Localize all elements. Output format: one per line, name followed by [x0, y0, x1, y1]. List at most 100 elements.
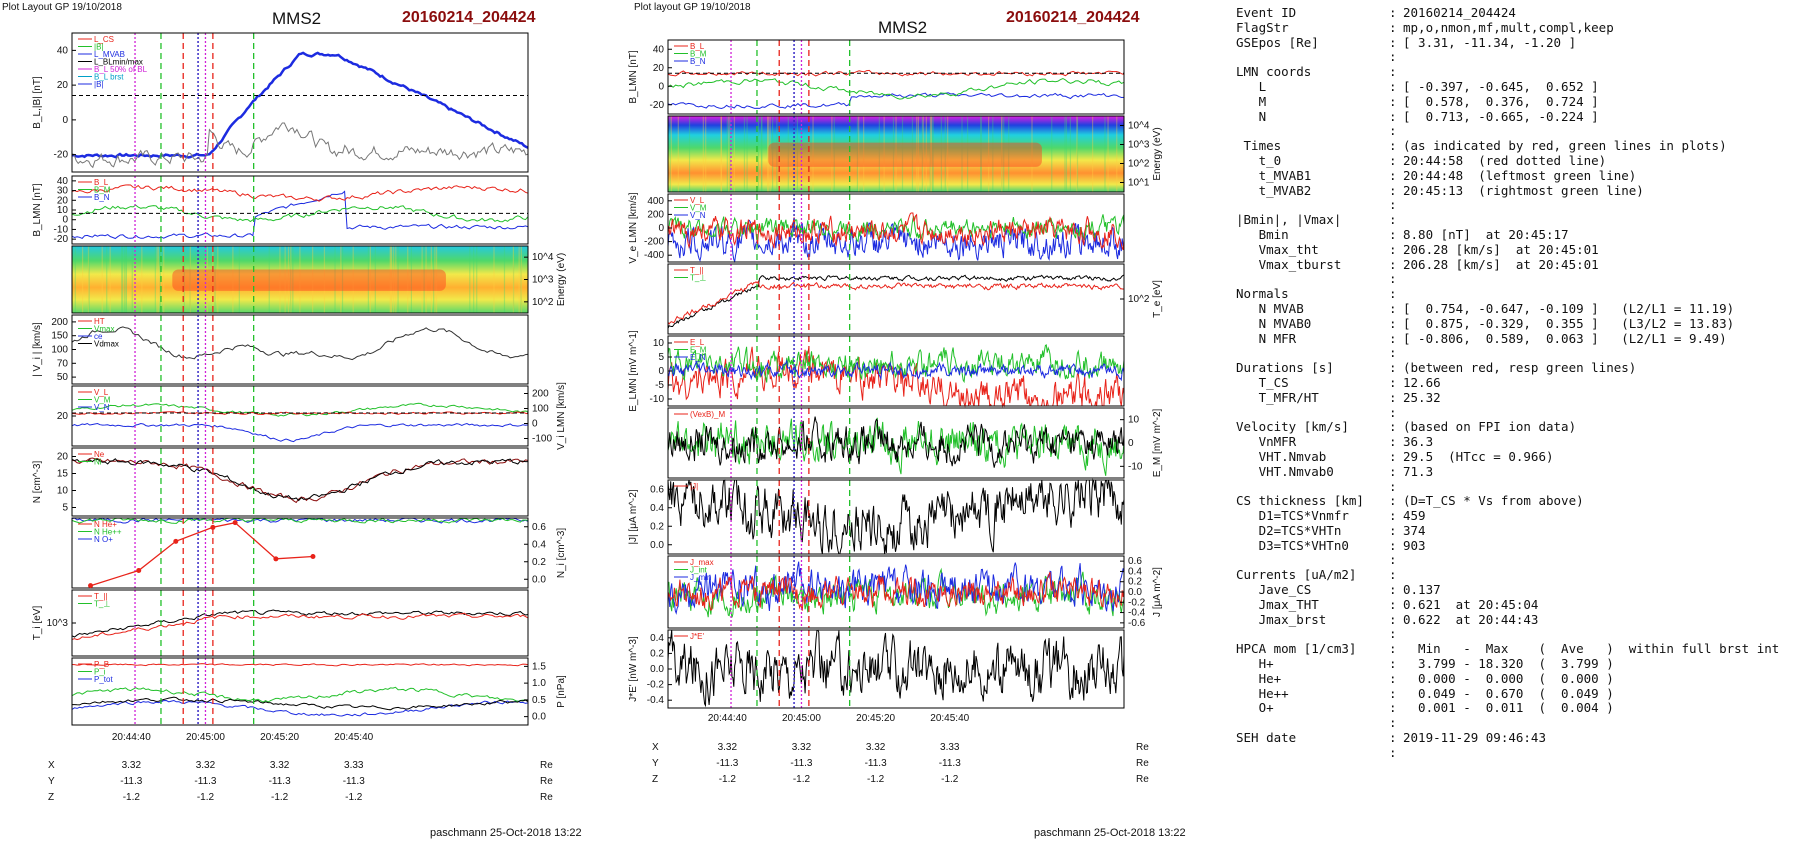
info-colon: : — [1389, 522, 1397, 538]
coord-value: -1.2 — [793, 774, 811, 785]
tick-label: 0.2 — [650, 521, 664, 532]
info-label: D1=TCS*Vnmfr — [1236, 508, 1349, 524]
coord-value: -11.3 — [194, 776, 216, 787]
tick-label: -20 — [54, 234, 69, 245]
series-line-2 — [667, 571, 1125, 612]
tick-label: -0.2 — [647, 680, 665, 691]
info-row: t_MVAB2:20:45:13 (rightmost green line) — [1236, 182, 1796, 199]
info-row: Jmax_brst:0.622 at 20:44:43 — [1236, 611, 1796, 628]
legend-label: |J| — [690, 482, 698, 491]
tick-label: -0.4 — [647, 695, 665, 706]
info-value — [1403, 568, 1796, 583]
legend-label: T_⊥ — [94, 600, 110, 609]
info-row: VnMFR:36.3 — [1236, 434, 1796, 450]
info-label: t_MVAB2 — [1236, 182, 1312, 198]
info-row: T_MFR/HT:25.32 — [1236, 390, 1796, 406]
tick-label: 0.2 — [532, 557, 546, 568]
x-tick-label: 20:45:00 — [782, 713, 821, 724]
info-label: VHT.Nmvab0 — [1236, 463, 1334, 479]
legend-label: P_tot — [94, 675, 113, 684]
tick-label: 20 — [57, 195, 69, 206]
spectrogram — [668, 116, 1124, 192]
tick-label: 10^2 — [532, 297, 554, 308]
info-value: 903 — [1403, 537, 1426, 553]
tick-label: 10^3 — [532, 275, 554, 286]
info-row: Currents [uA/m2]: — [1236, 567, 1796, 583]
info-row: t_MVAB1:20:44:48 (leftmost green line) — [1236, 168, 1796, 184]
tick-label: 0 — [62, 115, 68, 126]
tick-label: 5 — [658, 352, 664, 363]
info-row: SEH date:2019-11-29 09:46:43 — [1236, 730, 1796, 746]
coord-label: Y — [48, 776, 55, 787]
series-line-2 — [667, 212, 1125, 251]
axis-label: B_LMN [nT] — [32, 183, 43, 237]
info-value: 20160214_204424 — [1403, 5, 1516, 20]
info-row: Velocity [km/s]: (based on FPI ion data) — [1236, 420, 1796, 435]
info-row: HPCA mom [1/cm3]: Min - Max ( Ave ) with… — [1236, 641, 1796, 657]
info-colon: : — [1389, 641, 1397, 657]
coord-value: -1.2 — [345, 792, 363, 803]
panel-frame — [71, 175, 529, 245]
series-line-0 — [71, 609, 529, 638]
tick-label: 100 — [51, 345, 68, 356]
info-row: M: [ 0.578, 0.376, 0.724 ] — [1236, 94, 1796, 110]
series-line-0 — [667, 274, 1125, 329]
tick-label: 0 — [658, 366, 664, 377]
info-value: (D=T_CS * Vs from above) — [1403, 493, 1584, 509]
info-colon: : — [1389, 463, 1397, 479]
coord-value: -11.3 — [269, 776, 291, 787]
info-row: FlagStr: mp,o,nmon,mf,mult,compl,keep — [1236, 20, 1796, 36]
info-row: T_CS:12.66 — [1236, 375, 1796, 391]
info-colon: : — [1389, 152, 1397, 168]
series-line-1 — [71, 612, 529, 641]
legend-label: E_N — [690, 353, 706, 362]
info-colon: : — [1389, 123, 1397, 139]
series-line-1 — [667, 280, 1125, 325]
axis-label: | V_i | [km/s] — [32, 322, 43, 377]
x-tick-label: 20:45:00 — [186, 732, 225, 743]
panel-frame — [71, 32, 529, 173]
info-colon: : — [1389, 582, 1397, 598]
tick-label: 40 — [57, 45, 69, 56]
series-line-2 — [71, 411, 529, 416]
info-colon: : — [1389, 182, 1397, 198]
info-colon: : — [1389, 5, 1397, 20]
legend-label: V_N — [94, 403, 110, 412]
panel-frame — [71, 657, 529, 726]
axis-label: B_LMN [nT] — [628, 50, 639, 104]
info-colon: : — [1389, 226, 1397, 242]
info-value — [1403, 65, 1796, 80]
info-label: Jmax_brst — [1236, 611, 1327, 627]
axis-label: N [cm^-3] — [32, 461, 43, 504]
legend-label: J_max — [690, 558, 714, 567]
info-row: : — [1236, 745, 1796, 761]
info-colon: : — [1389, 404, 1397, 420]
tick-label: -200 — [644, 237, 664, 248]
info-colon: : — [1389, 611, 1397, 627]
info-value: [ 0.754, -0.647, -0.109 ] (L2/L1 = 11.19… — [1403, 300, 1735, 316]
series-line-1 — [71, 402, 529, 417]
axis-label: E_LMN [mV m^-1] — [628, 330, 639, 412]
info-value — [1403, 480, 1796, 495]
tick-label: 0 — [532, 419, 538, 430]
info-row: Durations [s]: (between red, resp green l… — [1236, 360, 1796, 376]
info-label: VHT.Nmvab — [1236, 448, 1327, 464]
series-line-0 — [71, 457, 529, 504]
axis-label: B_L,|B| [nT] — [32, 76, 43, 129]
info-colon: : — [1389, 64, 1397, 80]
info-row: H+: 3.799 - 18.320 ( 3.799 ) — [1236, 656, 1796, 672]
series-line-2 — [72, 696, 529, 711]
tick-label: 0.0 — [532, 712, 546, 723]
tick-label: 0.6 — [532, 522, 546, 533]
info-colon: : — [1389, 197, 1397, 213]
legend-label: V_M — [94, 396, 111, 405]
info-value: 0.137 — [1403, 582, 1441, 598]
series-line-0 — [71, 190, 529, 240]
axis-label: P [nPa] — [556, 675, 567, 708]
info-colon: : — [1389, 138, 1397, 154]
info-label: Jmax_THT — [1236, 596, 1319, 612]
panel-j: 0.60.40.20.0-0.2-0.4-0.6 J [μA m^-2] J_max… — [667, 555, 1163, 629]
info-colon: : — [1389, 212, 1397, 228]
coord-value: -11.3 — [343, 776, 365, 787]
